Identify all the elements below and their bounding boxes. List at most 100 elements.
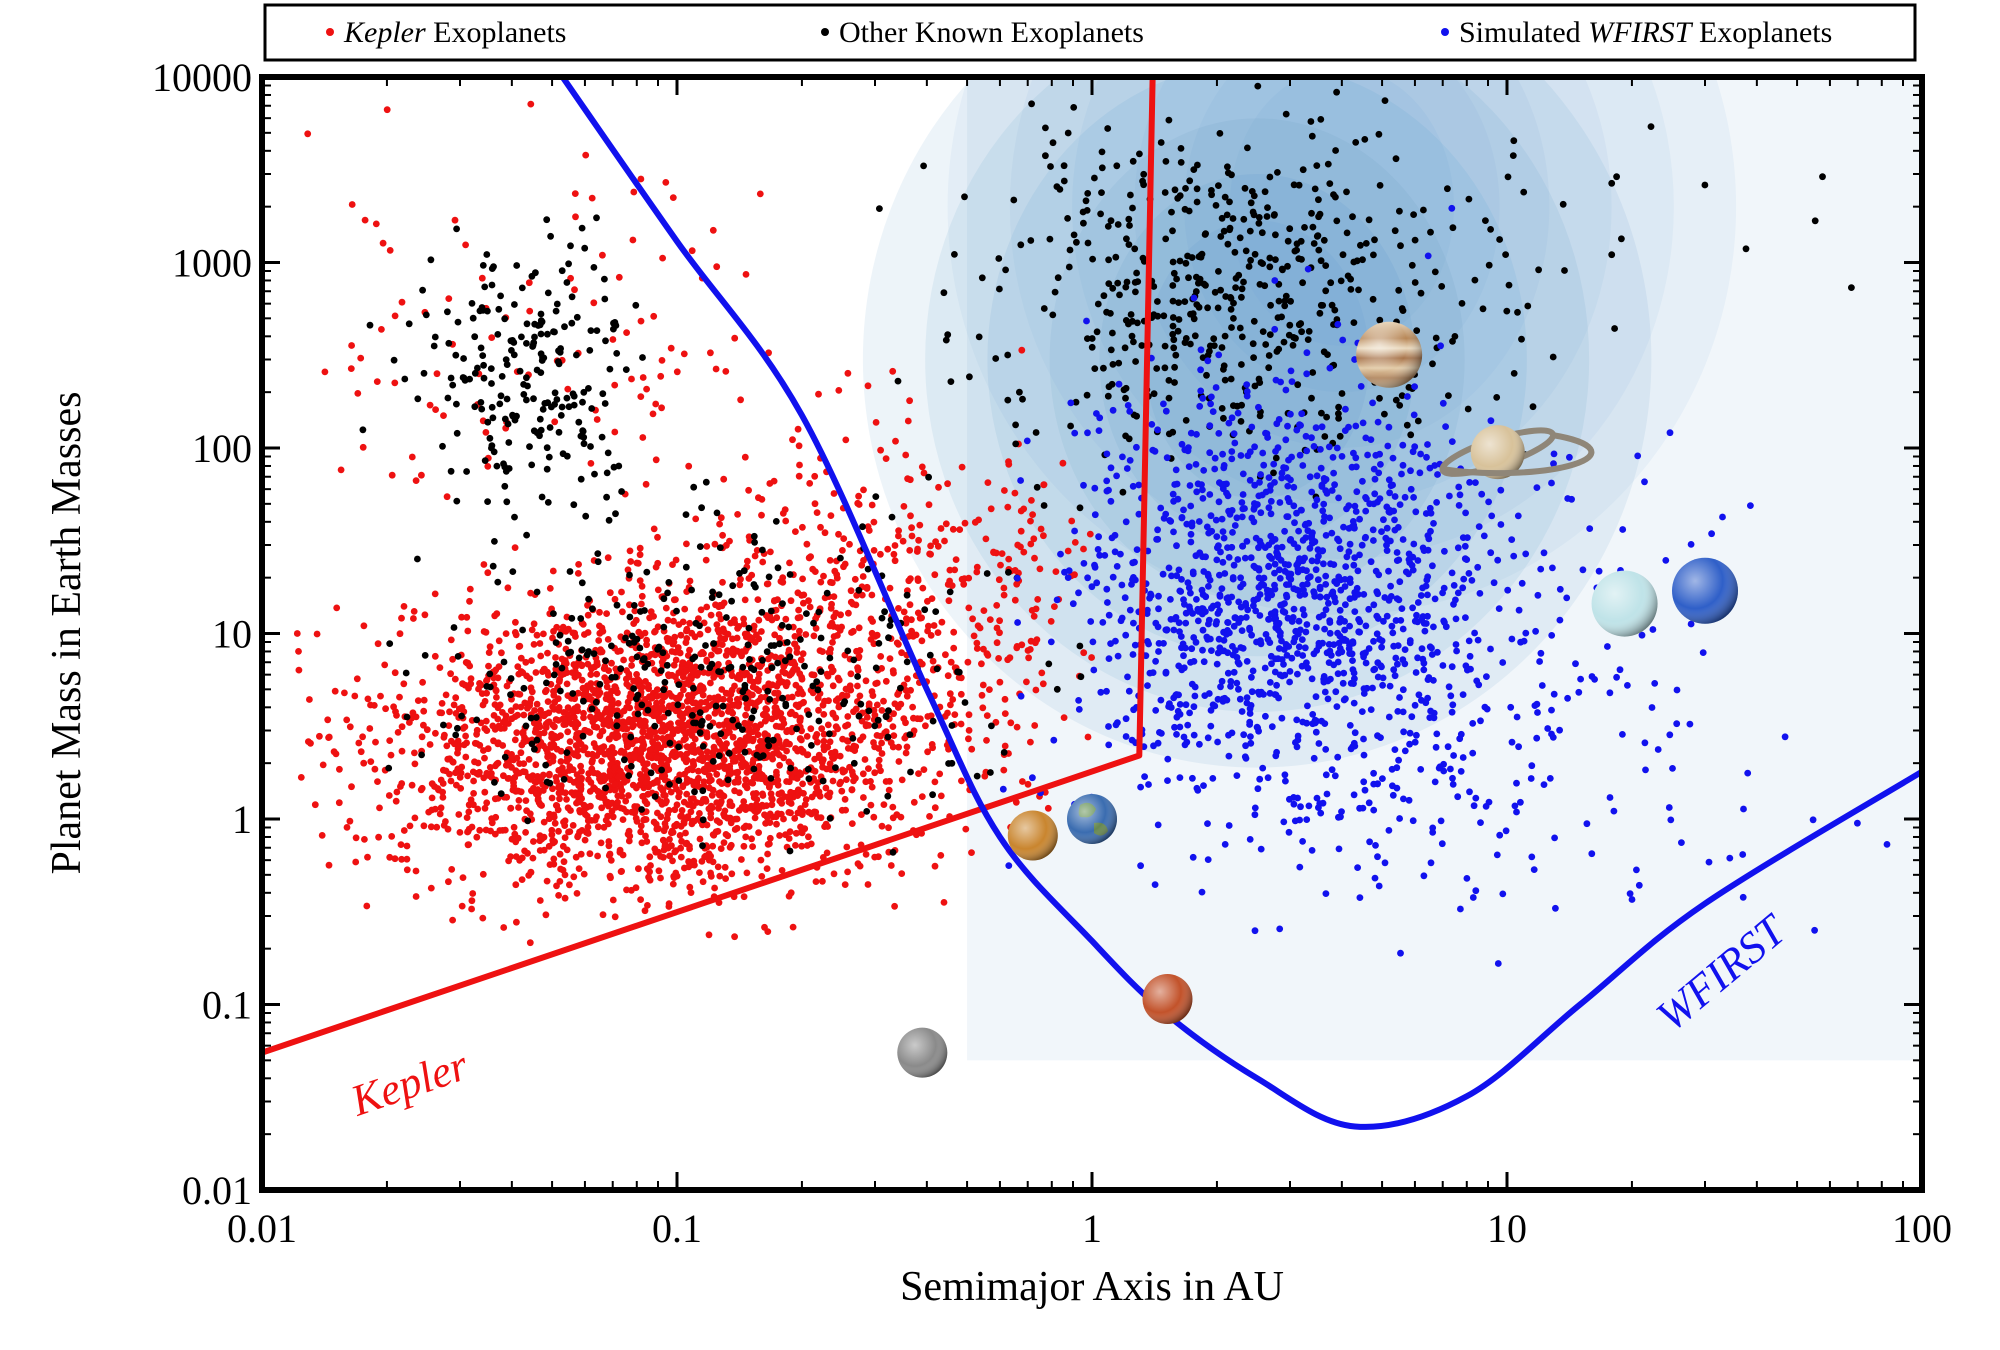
kepler-exoplanet-point [688, 629, 696, 637]
wfirst-exoplanet-point [1329, 454, 1337, 461]
kepler-exoplanet-point [753, 725, 761, 732]
kepler-exoplanet-point [848, 786, 856, 793]
other-exoplanet-point [480, 361, 487, 369]
kepler-exoplanet-point [331, 687, 339, 695]
other-exoplanet-point [1103, 308, 1110, 316]
kepler-exoplanet-point [1018, 346, 1026, 354]
other-exoplanet-point [555, 428, 563, 436]
other-exoplanet-point [907, 768, 914, 776]
other-exoplanet-point [546, 424, 554, 431]
kepler-exoplanet-point [894, 691, 901, 698]
kepler-exoplanet-point [1019, 778, 1026, 785]
kepler-exoplanet-point [728, 870, 736, 878]
kepler-exoplanet-point [827, 578, 834, 586]
kepler-exoplanet-point [372, 738, 379, 746]
wfirst-exoplanet-point [1326, 364, 1334, 372]
kepler-exoplanet-point [940, 899, 948, 906]
kepler-exoplanet-point [721, 807, 729, 815]
other-exoplanet-point [1190, 315, 1198, 323]
other-exoplanet-point [1129, 204, 1136, 212]
kepler-exoplanet-point [354, 390, 362, 397]
other-exoplanet-point [1238, 285, 1246, 293]
kepler-exoplanet-point [490, 737, 497, 745]
kepler-exoplanet-point [641, 907, 649, 915]
other-exoplanet-point [496, 400, 504, 408]
kepler-exoplanet-point [875, 756, 883, 764]
kepler-exoplanet-point [1029, 511, 1036, 518]
other-exoplanet-point [1210, 335, 1218, 343]
other-exoplanet-point [431, 333, 439, 341]
kepler-exoplanet-point [764, 850, 771, 858]
wfirst-exoplanet-point [1137, 862, 1144, 870]
kepler-exoplanet-point [818, 758, 826, 766]
kepler-exoplanet-point [868, 688, 876, 695]
kepler-exoplanet-point [833, 571, 841, 578]
wfirst-exoplanet-point [1342, 601, 1349, 609]
wfirst-exoplanet-point [1271, 325, 1279, 333]
other-exoplanet-point [1510, 137, 1518, 145]
kepler-exoplanet-point [639, 728, 647, 736]
kepler-exoplanet-point [824, 823, 831, 830]
wfirst-exoplanet-point [1029, 774, 1036, 782]
other-exoplanet-point [803, 610, 810, 617]
kepler-exoplanet-point [951, 711, 959, 718]
kepler-exoplanet-point [938, 618, 946, 626]
kepler-exoplanet-point [637, 755, 644, 763]
wfirst-exoplanet-point [1217, 683, 1224, 691]
kepler-exoplanet-point [950, 644, 958, 652]
kepler-exoplanet-point [602, 816, 610, 824]
other-exoplanet-point [478, 405, 486, 413]
kepler-exoplanet-point [806, 603, 814, 611]
other-exoplanet-point [1114, 279, 1122, 287]
other-exoplanet-point [1232, 284, 1239, 291]
wfirst-exoplanet-point [1273, 681, 1280, 689]
kepler-exoplanet-point [703, 603, 711, 611]
kepler-exoplanet-point [431, 783, 438, 790]
kepler-exoplanet-point [518, 741, 526, 749]
kepler-exoplanet-point [623, 680, 631, 688]
kepler-exoplanet-point [661, 792, 669, 799]
other-exoplanet-point [565, 403, 573, 411]
wfirst-exoplanet-point [1080, 560, 1088, 567]
other-exoplanet-point [644, 706, 652, 714]
kepler-exoplanet-point [895, 743, 902, 751]
kepler-exoplanet-point [601, 708, 609, 716]
kepler-exoplanet-point [904, 417, 912, 425]
other-exoplanet-point [602, 784, 609, 792]
other-exoplanet-point [520, 391, 528, 398]
kepler-exoplanet-point [1013, 723, 1021, 731]
kepler-exoplanet-point [512, 853, 520, 860]
other-exoplanet-point [419, 286, 426, 294]
kepler-exoplanet-point [551, 838, 558, 846]
kepler-exoplanet-point [572, 718, 580, 726]
kepler-exoplanet-point [672, 656, 680, 664]
other-exoplanet-point [558, 403, 566, 411]
density-contour-level [1229, 77, 1454, 346]
wfirst-exoplanet-point [1213, 660, 1221, 668]
kepler-exoplanet-point [623, 329, 630, 336]
kepler-exoplanet-point [625, 673, 633, 681]
kepler-exoplanet-point [304, 130, 312, 138]
kepler-exoplanet-point [550, 813, 558, 821]
kepler-exoplanet-point [627, 558, 635, 565]
other-exoplanet-point [1399, 307, 1407, 314]
kepler-exoplanet-point [675, 694, 683, 702]
kepler-exoplanet-point [490, 712, 498, 719]
wfirst-exoplanet-point [1322, 581, 1330, 588]
kepler-exoplanet-point [582, 151, 590, 159]
kepler-exoplanet-point [421, 611, 429, 619]
kepler-exoplanet-point [552, 773, 560, 781]
kepler-exoplanet-point [779, 510, 787, 517]
kepler-exoplanet-point [845, 609, 852, 617]
other-exoplanet-point [1131, 245, 1139, 253]
other-exoplanet-point [785, 623, 793, 631]
kepler-exoplanet-point [740, 842, 748, 850]
wfirst-exoplanet-point [1308, 488, 1316, 496]
kepler-exoplanet-point [398, 298, 406, 306]
kepler-exoplanet-point [787, 597, 795, 605]
other-exoplanet-point [817, 668, 825, 675]
kepler-exoplanet-point [642, 718, 649, 725]
other-exoplanet-point [1173, 275, 1180, 283]
wfirst-exoplanet-point [1101, 552, 1109, 559]
